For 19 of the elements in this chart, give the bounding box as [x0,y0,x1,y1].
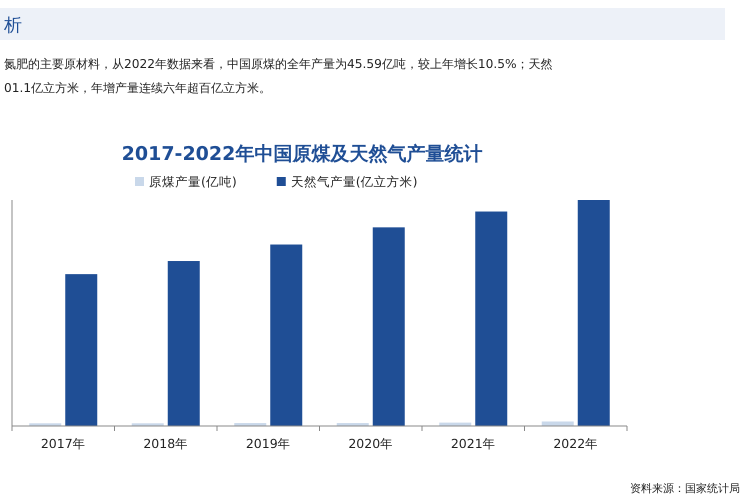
bar [65,274,98,426]
x-tick-label: 2020年 [348,436,394,451]
x-tick-label: 2022年 [553,436,598,451]
text: 资料来源：国家统计局 [630,482,740,495]
x-tick-label: 2017年 [40,436,86,451]
bar [578,200,610,426]
bar [372,227,405,426]
x-tick-label: 2019年 [246,436,291,451]
bar [475,212,508,426]
bar [168,261,200,426]
text: 氮肥的主要原材料，从2022年数据来看，中国原煤的全年产量为45.59亿吨，较上年增长10.5%；天然 [4,57,553,71]
x-tick-label: 2018年 [143,436,188,451]
legend-label: 天然气产量(亿立方米) [290,174,418,189]
text: 01.1亿立方米，年增产量连续六年超百亿立方米。 [4,81,272,95]
bar [270,244,302,426]
chart-title: 2017-2022年中国原煤及天然气产量统计 [122,143,482,165]
text: 析 [3,15,22,36]
legend-label: 原煤产量(亿吨) [149,174,237,189]
x-tick-label: 2021年 [450,436,496,451]
